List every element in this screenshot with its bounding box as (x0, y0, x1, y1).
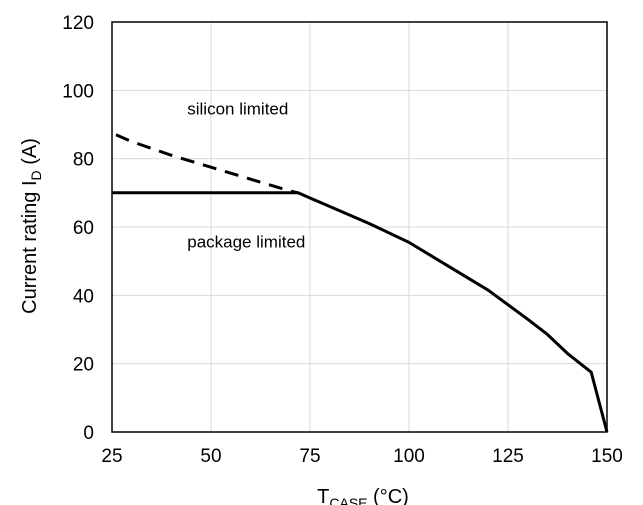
x-axis-title-main: T (317, 486, 329, 505)
series-line-silicon-limited (115, 133, 299, 195)
y-axis-title-unit: (A) (19, 138, 41, 170)
series-line-package-limited (112, 191, 609, 433)
y-tick-label: 40 (73, 286, 94, 307)
y-tick-label: 20 (73, 355, 94, 376)
x-tick-label: 25 (101, 446, 122, 467)
x-axis-title-unit: (°C) (368, 486, 409, 505)
y-axis-title-main: Current rating I (19, 180, 41, 313)
x-tick-label: 100 (393, 446, 425, 467)
y-tick-labels: 0 20 40 60 80 100 120 (62, 13, 94, 444)
series-group (112, 133, 609, 433)
x-tick-label: 75 (299, 446, 320, 467)
y-tick-label: 60 (73, 218, 94, 239)
plot-frame (111, 21, 608, 433)
x-axis-title-sub: CASE (329, 495, 367, 505)
annotation-package-limited: package limited (187, 233, 305, 252)
y-tick-label: 100 (62, 81, 94, 102)
x-axis-title: TCASE (°C) (317, 486, 409, 505)
x-tick-label: 125 (492, 446, 524, 467)
gridlines (111, 21, 608, 433)
y-tick-label: 0 (83, 423, 94, 444)
y-axis-title-sub: D (28, 170, 44, 180)
y-tick-label: 120 (62, 13, 94, 34)
x-tick-label: 50 (200, 446, 221, 467)
y-tick-label: 80 (73, 150, 94, 171)
x-tick-labels: 25 50 75 100 125 150 (101, 446, 622, 467)
annotations: silicon limited package limited (187, 99, 305, 251)
x-tick-label: 150 (591, 446, 623, 467)
annotation-silicon-limited: silicon limited (187, 99, 288, 118)
y-axis-title: Current rating ID (A) (19, 138, 44, 314)
